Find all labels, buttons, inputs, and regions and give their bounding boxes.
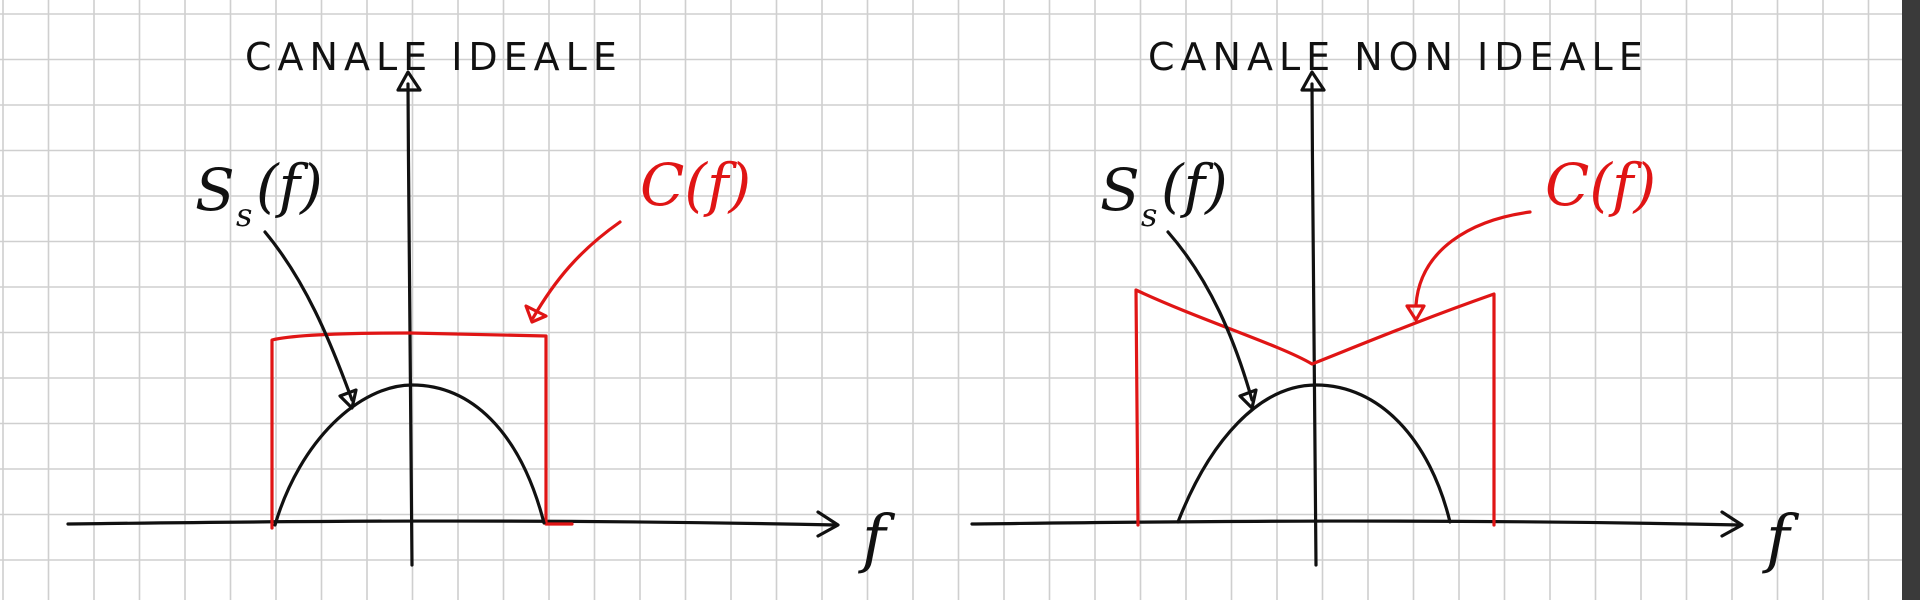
vertical-scrollbar[interactable] <box>1902 0 1920 600</box>
svg-text:s: s <box>236 196 252 234</box>
non-ideal-channel-response <box>1134 288 1496 527</box>
ideal-signal-label: S s (f) <box>195 152 323 234</box>
non-ideal-vertical-axis <box>1310 82 1318 567</box>
ideal-frequency-axis <box>66 519 838 527</box>
non-ideal-signal-spectrum <box>1176 383 1452 524</box>
non-ideal-channel-label: C(f) <box>1545 151 1656 219</box>
ideal-channel-label: C(f) <box>640 151 751 219</box>
ideal-frequency-axis-arrow <box>816 510 840 538</box>
ideal-vertical-axis <box>406 82 414 567</box>
non-ideal-channel-pointer-head <box>1405 304 1426 322</box>
non-ideal-title: CANALE NON IDEALE <box>1148 35 1649 79</box>
non-ideal-channel-diagram: CANALE NON IDEALE S s (f) C(f) <box>970 35 1800 576</box>
ideal-signal-pointer <box>263 230 354 402</box>
svg-text:(f): (f) <box>256 152 323 220</box>
svg-text:(f): (f) <box>1161 152 1228 220</box>
ideal-vertical-axis-arrow <box>396 70 422 92</box>
ideal-channel-response <box>270 331 574 530</box>
ideal-channel-diagram: CANALE IDEALE S s (f) C(f) <box>66 35 896 576</box>
non-ideal-frequency-axis <box>970 519 1742 527</box>
ideal-axis-label: f <box>858 502 896 576</box>
svg-text:S: S <box>195 156 235 224</box>
non-ideal-frequency-axis-arrow <box>1720 510 1744 538</box>
ideal-signal-pointer-head <box>338 388 358 410</box>
svg-text:s: s <box>1141 196 1157 234</box>
non-ideal-channel-pointer <box>1414 210 1532 307</box>
non-ideal-signal-label: S s (f) <box>1100 152 1228 234</box>
non-ideal-axis-label: f <box>1762 502 1800 576</box>
svg-text:S: S <box>1100 156 1140 224</box>
ideal-channel-pointer-head <box>524 304 548 324</box>
non-ideal-signal-pointer-head <box>1238 388 1258 410</box>
ideal-channel-pointer <box>531 220 622 320</box>
ideal-title: CANALE IDEALE <box>245 35 623 79</box>
ideal-signal-spectrum <box>273 383 546 527</box>
non-ideal-vertical-axis-arrow <box>1300 70 1326 92</box>
non-ideal-signal-pointer <box>1166 230 1254 402</box>
